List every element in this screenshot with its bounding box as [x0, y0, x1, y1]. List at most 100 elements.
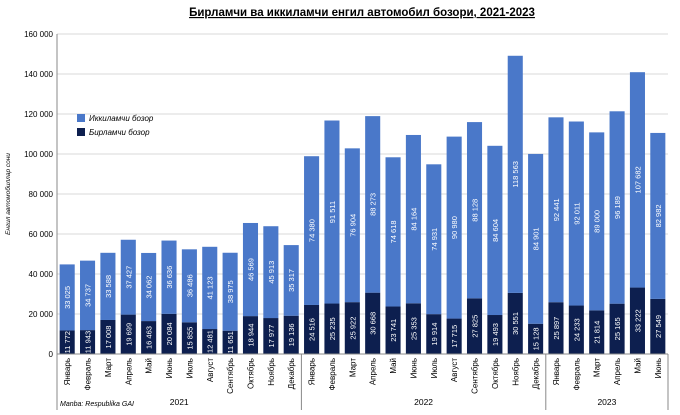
value-label: 11 772: [63, 331, 72, 353]
value-label: 24 516: [308, 318, 317, 341]
value-label: 88 128: [471, 199, 480, 222]
y-tick-label: 120 000: [24, 110, 53, 119]
bar-segment: [283, 245, 299, 316]
value-label: 90 980: [450, 216, 459, 239]
bar-segment: [405, 303, 421, 354]
x-tick-label: Октябрь: [246, 358, 255, 389]
bar-segment: [161, 313, 177, 354]
x-tick-label: Апрель: [369, 358, 378, 385]
x-tick-label: Август: [206, 358, 215, 382]
value-label: 25 165: [613, 317, 622, 340]
bar-segment: [344, 302, 360, 354]
y-tick-label: 140 000: [24, 70, 53, 79]
bar-segment: [629, 72, 645, 288]
legend-swatch: [77, 114, 85, 122]
value-label: 17 008: [104, 326, 113, 349]
y-tick-label: 80 000: [29, 190, 54, 199]
value-label: 74 931: [430, 228, 439, 251]
value-label: 15 128: [532, 327, 541, 350]
x-tick-label: Июль: [185, 358, 194, 378]
bar-segment: [507, 292, 523, 354]
value-label: 74 380: [308, 219, 317, 242]
y-tick-label: 20 000: [29, 310, 54, 319]
bar-segment: [507, 55, 523, 293]
value-label: 21 814: [593, 321, 602, 344]
value-label: 74 618: [389, 220, 398, 243]
bar-segment: [548, 117, 564, 303]
value-label: 30 551: [511, 312, 520, 335]
bar-segment: [59, 330, 75, 354]
bar-segment: [263, 226, 279, 319]
x-tick-label: Ноябрь: [267, 358, 276, 386]
y-tick-label: 100 000: [24, 150, 53, 159]
bar-segment: [120, 239, 136, 315]
value-label: 88 273: [369, 193, 378, 216]
bar-segment: [609, 303, 625, 354]
x-tick-label: Ноябрь: [511, 358, 520, 386]
value-label: 27 549: [654, 315, 663, 338]
bar-segment: [304, 304, 320, 354]
bar-segment: [202, 329, 218, 354]
x-tick-label: Май: [633, 358, 642, 374]
value-label: 91 511: [328, 201, 337, 223]
y-tick-label: 60 000: [29, 230, 54, 239]
bar-segment: [242, 222, 259, 317]
source: Manba: Respublika GAI: [60, 401, 134, 408]
bar-segment: [568, 121, 584, 306]
bar-segment: [263, 318, 279, 354]
x-tick-label: Январь: [552, 358, 561, 385]
x-tick-label: Июнь: [654, 358, 663, 378]
value-label: 92 441: [552, 198, 561, 221]
bar-segment: [80, 330, 96, 354]
y-tick-label: 0: [49, 350, 54, 359]
bar-segment: [202, 246, 218, 330]
bar-segment: [222, 252, 238, 331]
bar-segment: [344, 148, 360, 303]
x-tick-label: Октябрь: [491, 358, 500, 389]
y-tick-label: 160 000: [24, 30, 53, 39]
legend-label: Иккиламчи бозор: [89, 114, 154, 123]
value-label: 20 084: [165, 322, 174, 345]
x-tick-label: Июль: [430, 358, 439, 378]
value-label: 84 604: [491, 219, 500, 242]
value-label: 11 651: [226, 331, 235, 353]
bar-segment: [161, 240, 177, 314]
value-label: 34 062: [145, 276, 154, 299]
value-label: 34 737: [84, 284, 93, 307]
value-label: 118 563: [511, 161, 520, 188]
year-label: 2023: [597, 397, 616, 407]
bar-segment: [385, 306, 401, 354]
value-label: 37 427: [124, 266, 133, 289]
x-tick-label: Февраль: [84, 358, 93, 391]
x-tick-label: Август: [450, 358, 459, 382]
bar-segment: [365, 116, 381, 293]
value-label: 30 668: [369, 312, 378, 335]
legend-label: Бирламчи бозор: [89, 128, 150, 137]
bar-segment: [324, 120, 340, 304]
x-tick-label: Декабрь: [287, 358, 296, 389]
bar-segment: [181, 249, 197, 323]
bar-segment: [487, 145, 503, 316]
value-label: 18 944: [246, 324, 255, 347]
year-label: 2022: [414, 397, 433, 407]
bar-segment: [466, 122, 483, 299]
bar-segment: [283, 315, 299, 354]
bar-segment: [589, 310, 605, 354]
year-label: 2021: [170, 397, 189, 407]
bar-segment: [222, 330, 238, 354]
x-tick-label: Май: [389, 358, 398, 374]
value-label: 41 123: [206, 276, 215, 299]
bar-segment: [385, 157, 401, 307]
value-label: 16 463: [145, 326, 154, 349]
bar-segment: [405, 134, 421, 304]
value-label: 35 317: [287, 269, 296, 292]
bar-segment: [528, 153, 544, 324]
bar-segment: [548, 302, 564, 354]
value-label: 76 904: [348, 214, 357, 237]
value-label: 84 901: [532, 227, 541, 250]
value-label: 17 977: [267, 325, 276, 348]
x-tick-label: Январь: [63, 358, 72, 385]
bar-segment: [589, 132, 605, 311]
bar-segment: [100, 319, 116, 354]
value-label: 38 975: [226, 280, 235, 303]
